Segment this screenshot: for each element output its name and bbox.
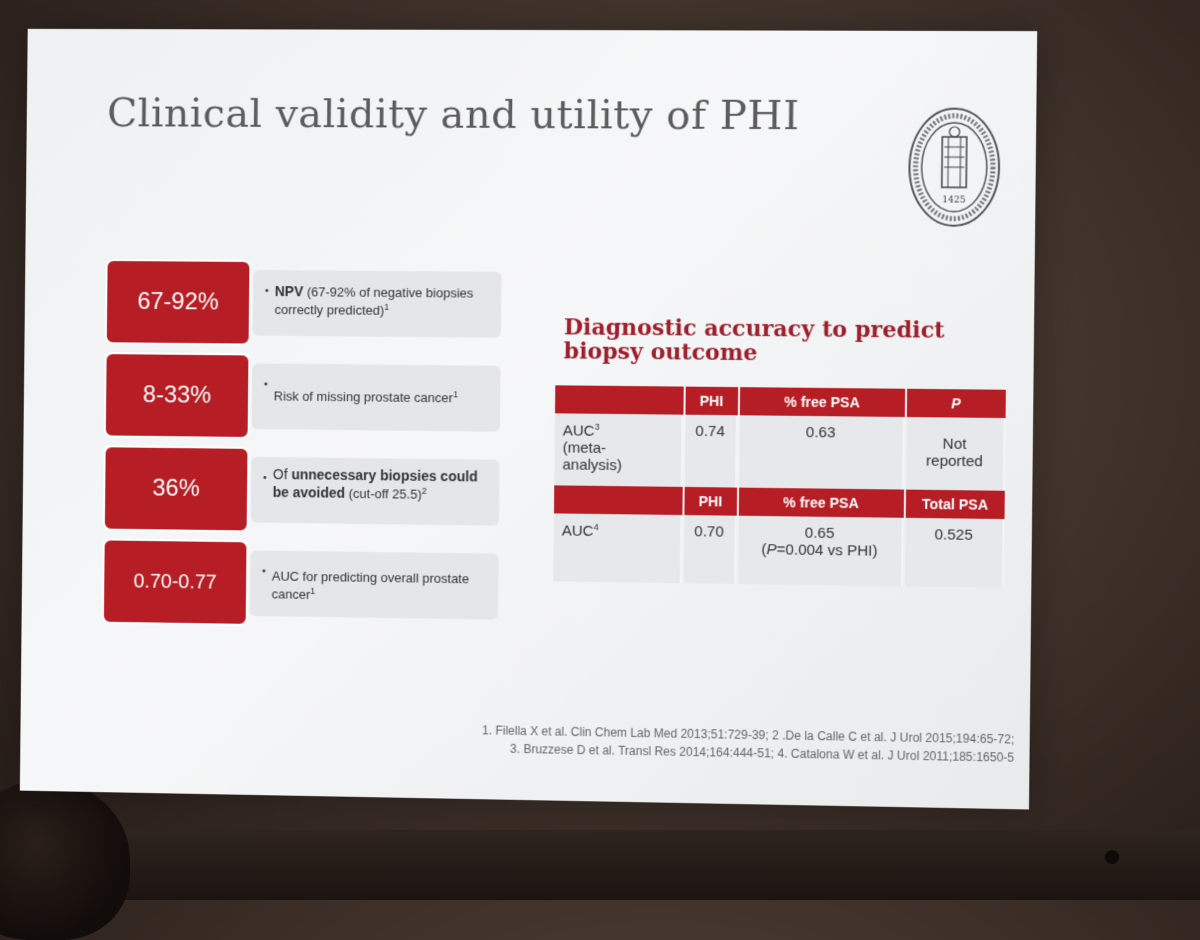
table-header-cell: % free PSA: [739, 488, 904, 518]
table-cell-free-psa: 0.65 (P=0.004 vs PHI): [738, 516, 903, 587]
references: 1. Filella X et al. Clin Chem Lab Med 20…: [440, 721, 1015, 767]
p-note: =0.004 vs PHI): [777, 541, 878, 559]
stat-bold-prefix: Of: [273, 466, 292, 482]
table-cell-phi: 0.70: [683, 515, 736, 584]
table-header-cell: [554, 485, 682, 515]
stat-ref: 1: [384, 302, 389, 312]
stat-text: Risk of missing prostate cancer: [274, 389, 453, 406]
table-cell-total-psa: 0.525: [905, 518, 1005, 588]
table-row: AUC4 0.70 0.65 (P=0.004 vs PHI) 0.525: [553, 513, 1004, 587]
stat-row-risk: Risk of missing prostate cancer1 8-33%: [104, 352, 521, 442]
seal-year: 1425: [942, 195, 965, 205]
audience-head: [0, 780, 130, 940]
table-header-cell: PHI: [685, 387, 738, 416]
slide-title: Clinical validity and utility of PHI: [107, 90, 800, 139]
table-header-cell: Total PSA: [905, 490, 1004, 519]
table-header-cell: % free PSA: [740, 387, 905, 417]
stats-list: NPV (67-92% of negative biopsies correct…: [102, 259, 522, 638]
stat-ref: 2: [422, 486, 427, 496]
stat-value-pill: 8-33%: [104, 352, 251, 439]
stat-row-npv: NPV (67-92% of negative biopsies correct…: [105, 259, 522, 348]
microphone: [1105, 850, 1119, 864]
row-label-text: AUC: [563, 422, 595, 439]
stat-text: (67-92% of negative biopsies correctly p…: [275, 284, 474, 318]
row-label-text: AUC: [562, 523, 594, 540]
stat-value-pill: 0.70-0.77: [102, 538, 249, 625]
row-label-suffix: (meta-analysis): [562, 439, 633, 474]
table-header-cell: P: [906, 389, 1005, 418]
room-floor: [0, 830, 1200, 900]
stat-text: (cut-off 25.5): [345, 486, 422, 502]
stat-value-pill: 67-92%: [105, 259, 252, 346]
university-seal-logo: 1425: [903, 101, 1006, 233]
table-header-cell: [555, 385, 683, 414]
stat-description: AUC for predicting overall prostate canc…: [250, 550, 499, 619]
diagnostic-accuracy-title: Diagnostic accuracy to predict biopsy ou…: [564, 315, 989, 367]
stat-row-unnecessary: Of unnecessary biopsies could be avoided…: [103, 445, 520, 536]
presentation-slide: Clinical validity and utility of PHI 142…: [20, 29, 1037, 810]
accuracy-table-catalona: PHI % free PSA Total PSA AUC4 0.70 0.65(…: [551, 485, 1007, 587]
stat-description: NPV (67-92% of negative biopsies correct…: [253, 270, 502, 338]
stat-ref: 1: [310, 586, 315, 596]
p-italic: P: [766, 541, 776, 558]
free-psa-value: 0.65: [805, 525, 835, 542]
stat-bold-text: NPV: [275, 283, 304, 299]
table-header-cell: PHI: [684, 487, 737, 516]
stat-description: Of unnecessary biopsies could be avoided…: [251, 457, 500, 526]
stat-description: Risk of missing prostate cancer1: [252, 363, 501, 431]
stat-text: AUC for predicting overall prostate canc…: [272, 569, 470, 603]
stat-row-auc: AUC for predicting overall prostate canc…: [102, 538, 519, 629]
row-ref: 3: [595, 422, 600, 432]
stat-ref: 1: [453, 389, 458, 399]
row-ref: 4: [594, 522, 599, 532]
stat-value-pill: 36%: [103, 445, 250, 532]
table-row-label: AUC4: [553, 513, 682, 583]
p-value-text: Not reported: [919, 435, 991, 470]
